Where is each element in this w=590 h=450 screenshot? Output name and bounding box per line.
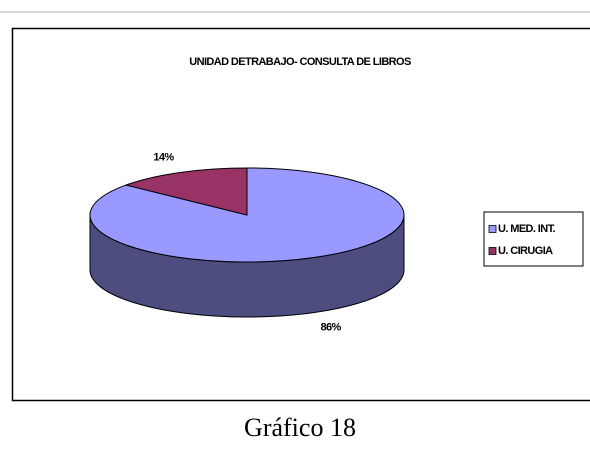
legend-swatch bbox=[488, 225, 497, 233]
pie: 86% 14% bbox=[89, 151, 405, 333]
chart-title: UNIDAD DETRABAJO- CONSULTA DE LIBROS bbox=[189, 56, 411, 68]
legend-label: U. MED. INT. bbox=[498, 223, 556, 235]
legend-swatch bbox=[488, 247, 497, 255]
caption: Gráfico 18 bbox=[244, 413, 356, 442]
pie-slice bbox=[124, 167, 248, 216]
slice-label: 86% bbox=[320, 321, 341, 333]
legend-box bbox=[483, 211, 584, 267]
legend-label: U. CIRUGIA bbox=[498, 245, 553, 257]
slice-label: 14% bbox=[153, 151, 174, 163]
